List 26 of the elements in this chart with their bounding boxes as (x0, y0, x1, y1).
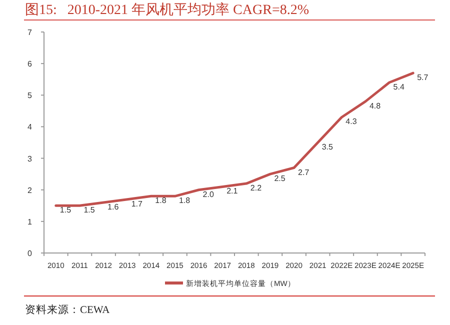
data-label: 2.0 (202, 190, 214, 199)
y-tick-label: 2 (28, 186, 33, 195)
data-label: 1.6 (108, 202, 120, 212)
data-label: 1.5 (60, 206, 72, 215)
data-label: 1.8 (155, 196, 167, 206)
data-label: 1.5 (84, 206, 96, 215)
data-label: 2.1 (226, 186, 238, 196)
y-tick-label: 0 (28, 249, 33, 258)
data-label: 2.2 (250, 184, 262, 193)
data-label: 2.5 (274, 174, 286, 184)
y-tick-label: 3 (28, 154, 33, 164)
data-label: 3.5 (322, 142, 334, 152)
data-label: 1.7 (131, 199, 144, 208)
data-label: 1.8 (178, 196, 191, 206)
chart-title: 图15: 2010-2021 年风机平均功率 CAGR=8.2% (25, 2, 310, 18)
data-label: 5.7 (417, 73, 429, 82)
y-tick-label: 7 (28, 28, 33, 37)
data-label: 4.8 (369, 101, 382, 110)
data-label: 5.4 (393, 82, 405, 92)
text: 资料来源：CEWA (25, 303, 110, 316)
data-label: 2.7 (298, 168, 310, 177)
y-tick-label: 6 (28, 60, 33, 69)
y-tick-label: 1 (28, 217, 33, 226)
data-label: 4.3 (346, 117, 358, 126)
y-tick-label: 4 (28, 122, 33, 132)
y-tick-label: 5 (28, 91, 33, 100)
